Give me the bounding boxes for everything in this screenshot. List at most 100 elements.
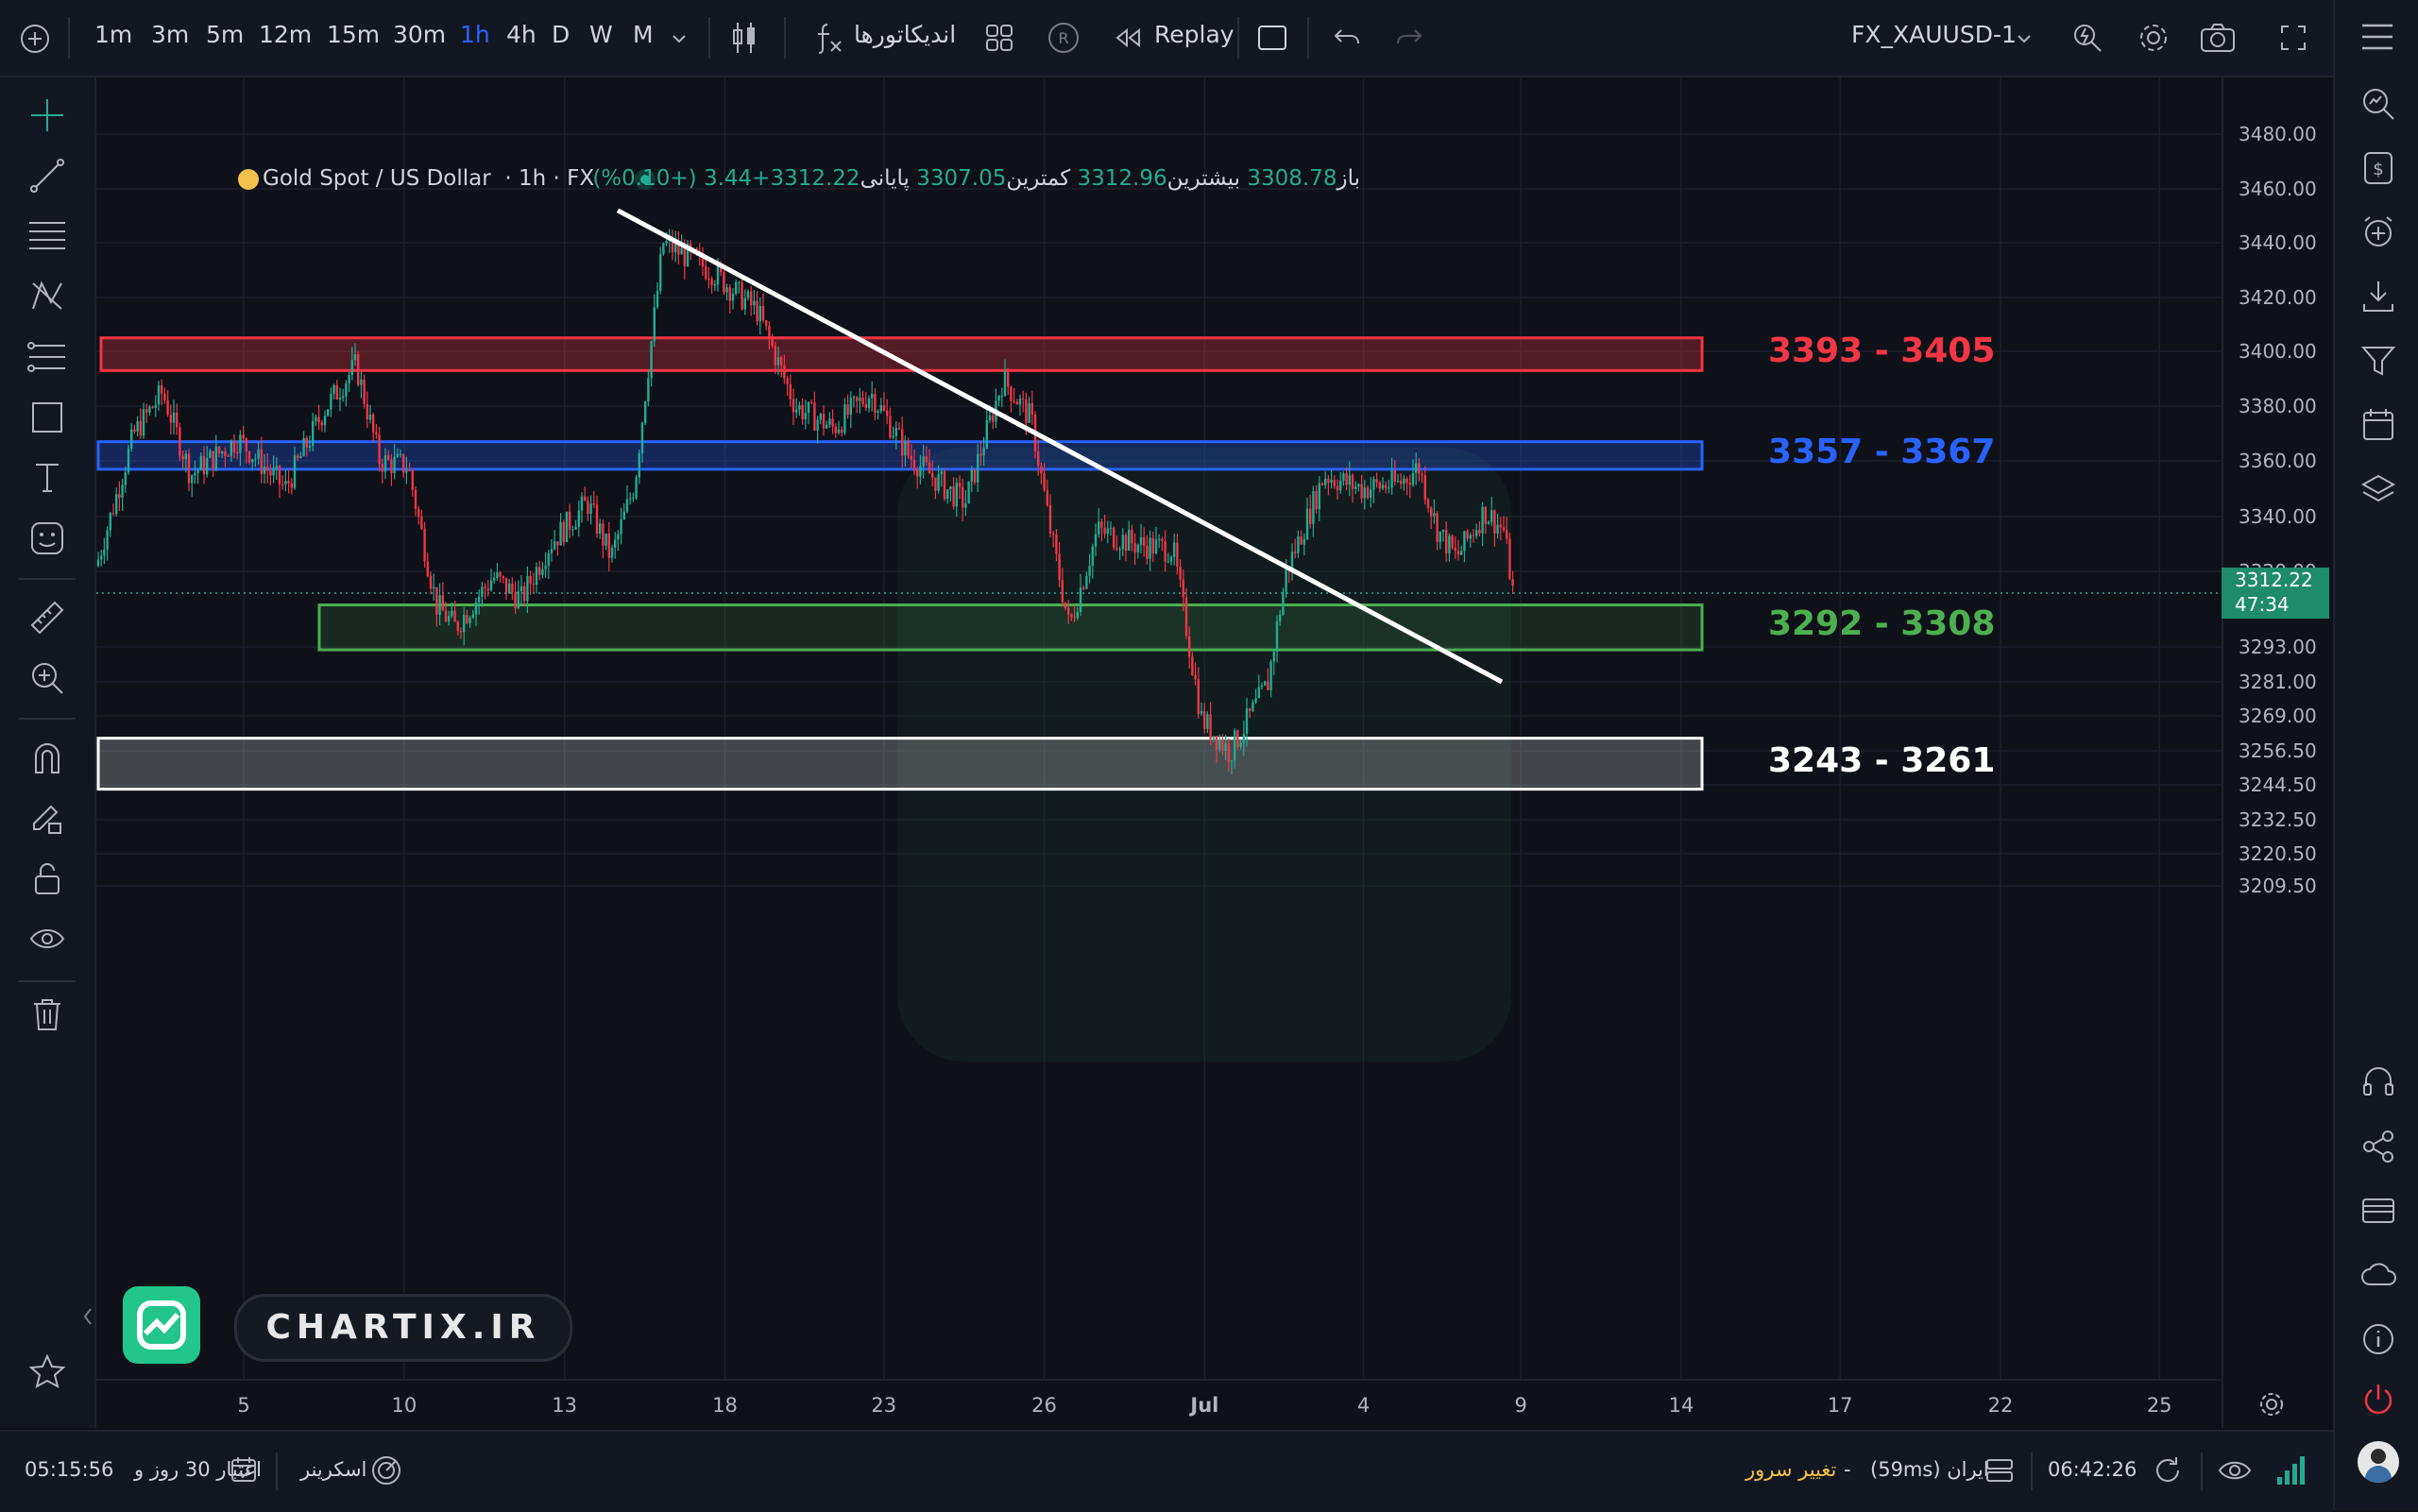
- candle-body: [952, 485, 955, 507]
- time-tick-label: 4: [1356, 1394, 1371, 1417]
- calendar-check-icon[interactable]: [229, 1454, 259, 1485]
- trend-line[interactable]: [616, 208, 1504, 685]
- zoom-in-icon[interactable]: [28, 659, 66, 697]
- zone-box[interactable]: [96, 737, 1704, 791]
- layout-icon[interactable]: [1256, 23, 1288, 53]
- interval-5m[interactable]: 5m: [206, 21, 245, 48]
- undo-icon[interactable]: [1332, 25, 1362, 51]
- candle-body: [774, 346, 776, 365]
- screener-filter-icon[interactable]: [2359, 342, 2397, 380]
- trend-line-icon[interactable]: [28, 157, 66, 195]
- eye-icon[interactable]: [2218, 1456, 2252, 1485]
- interval-1m[interactable]: 1m: [94, 21, 133, 48]
- fx-icon[interactable]: [814, 21, 846, 55]
- interval-15m[interactable]: 15m: [327, 21, 381, 48]
- magnet-icon[interactable]: [28, 739, 66, 776]
- interval-3m[interactable]: 3m: [151, 21, 190, 48]
- support-headset-icon[interactable]: [2359, 1063, 2397, 1101]
- text-tool-icon[interactable]: [28, 459, 66, 497]
- candles-icon[interactable]: [727, 19, 761, 57]
- candle-body: [1339, 481, 1342, 491]
- axis-settings-icon[interactable]: [2257, 1390, 2286, 1419]
- trash-icon[interactable]: [28, 995, 66, 1033]
- replay-button[interactable]: Replay: [1154, 21, 1235, 48]
- sticker-icon[interactable]: [28, 519, 66, 557]
- candle-body: [1028, 403, 1030, 423]
- candle-body: [1315, 491, 1318, 510]
- lock-icon[interactable]: [28, 859, 66, 897]
- interval-m[interactable]: M: [633, 21, 654, 48]
- candle-body: [1511, 579, 1514, 586]
- svg-text:R: R: [1058, 29, 1068, 47]
- refresh-icon[interactable]: [2152, 1454, 2184, 1487]
- info-icon[interactable]: [2359, 1320, 2397, 1358]
- analysis-search-icon[interactable]: [2359, 85, 2397, 123]
- favorites-star-icon[interactable]: [28, 1352, 66, 1390]
- card-icon[interactable]: [2359, 1192, 2397, 1230]
- interval-12m[interactable]: 12m: [259, 21, 313, 48]
- templates-icon[interactable]: [984, 23, 1014, 53]
- crosshair-icon[interactable]: [28, 96, 66, 134]
- symbol-legend[interactable]: Gold Spot / US Dollar · 1h · FX: [238, 166, 656, 191]
- screener-radar-icon[interactable]: [370, 1454, 402, 1487]
- camera-icon[interactable]: [2199, 21, 2237, 55]
- candle-body: [429, 575, 433, 589]
- add-alert-icon[interactable]: [2359, 213, 2397, 251]
- horizontal-lines-icon[interactable]: [26, 217, 68, 255]
- chevron-down-icon[interactable]: [2014, 28, 2035, 49]
- hide-drawings-icon[interactable]: [28, 920, 66, 958]
- candle-body: [96, 559, 100, 567]
- layers-icon[interactable]: [2359, 470, 2397, 508]
- zone-box[interactable]: [96, 440, 1704, 471]
- stay-drawing-icon[interactable]: [28, 799, 66, 837]
- redo-icon[interactable]: [1394, 25, 1424, 51]
- candle-body: [1113, 527, 1115, 549]
- avatar[interactable]: [2358, 1441, 2399, 1483]
- interval-30m[interactable]: 30m: [393, 21, 447, 48]
- fullscreen-icon[interactable]: [2278, 23, 2308, 53]
- chart-canvas[interactable]: [96, 77, 2222, 1379]
- candle-body: [1430, 507, 1433, 517]
- calendar-icon[interactable]: [2359, 406, 2397, 444]
- pattern-icon[interactable]: [28, 278, 66, 315]
- candle-body: [1203, 710, 1206, 729]
- change-server-link[interactable]: تغییر سرور: [1745, 1458, 1837, 1481]
- power-icon[interactable]: [2359, 1381, 2397, 1419]
- settings-icon[interactable]: [2137, 21, 2171, 55]
- quick-search-icon[interactable]: [2070, 21, 2104, 55]
- time-axis[interactable]: 5 10 13 18 23 26 Jul 4 9 14 17 22 25: [96, 1379, 2222, 1430]
- interval-d[interactable]: D: [552, 21, 570, 48]
- signal-strength-icon[interactable]: [2274, 1453, 2308, 1487]
- candle-body: [934, 477, 937, 491]
- candle-body: [587, 501, 589, 515]
- candle-body: [1372, 479, 1375, 490]
- symbol-select[interactable]: FX_XAUUSD-1: [1851, 21, 2017, 48]
- candle-body: [1254, 698, 1257, 703]
- server-icon[interactable]: [1984, 1454, 2016, 1487]
- ruler-icon[interactable]: [28, 599, 66, 637]
- candle-body: [478, 596, 481, 603]
- rectangle-tool-icon[interactable]: [28, 399, 66, 436]
- interval-1h[interactable]: 1h: [460, 21, 490, 48]
- price-axis[interactable]: 3480.00 3460.00 3440.00 3420.00 3400.00 3380.…: [2222, 77, 2333, 1428]
- add-symbol-icon[interactable]: [19, 23, 51, 55]
- alert-r-icon[interactable]: R: [1047, 21, 1081, 55]
- zone-box[interactable]: [317, 603, 1704, 652]
- chevron-down-icon[interactable]: [669, 28, 690, 49]
- screener-button[interactable]: اسکرینر: [300, 1458, 367, 1481]
- collapse-arrow-icon[interactable]: [81, 1305, 94, 1328]
- cloud-sync-icon[interactable]: [2359, 1256, 2397, 1294]
- zone-box[interactable]: [99, 336, 1704, 372]
- fib-icon[interactable]: [26, 338, 68, 376]
- download-icon[interactable]: [2359, 278, 2397, 315]
- interval-w[interactable]: W: [589, 21, 613, 48]
- interval-4h[interactable]: 4h: [506, 21, 536, 48]
- candle-body: [1360, 484, 1363, 499]
- share-icon[interactable]: [2359, 1128, 2397, 1165]
- menu-icon[interactable]: [2359, 21, 2395, 53]
- candle-body: [1052, 533, 1055, 535]
- dollar-icon[interactable]: $: [2359, 149, 2397, 187]
- replay-icon[interactable]: [1115, 26, 1141, 49]
- indicators-button[interactable]: اندیکاتورها: [854, 21, 957, 48]
- chart-pane[interactable]: Gold Spot / US Dollar · 1h · FX باز3308.…: [96, 77, 2222, 1428]
